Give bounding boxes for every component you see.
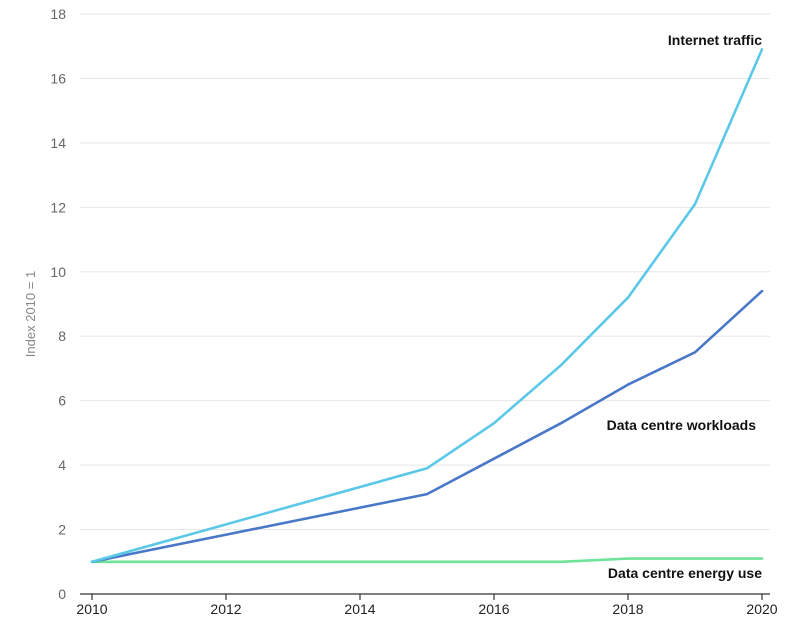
y-axis-title: Index 2010 = 1 [23,271,38,357]
x-tick-label: 2012 [210,601,241,617]
series-label-2: Data centre energy use [608,565,762,581]
y-axis-ticks: 0 2 4 6 8 10 12 14 16 18 [50,6,66,602]
x-axis-ticks: 2010 2012 2014 2016 2018 2020 [76,594,778,617]
y-tick-label: 6 [58,393,66,409]
series-label-0: Internet traffic [668,32,762,48]
y-tick-label: 12 [50,199,66,215]
x-tick-label: 2018 [612,601,643,617]
y-tick-label: 8 [58,328,66,344]
series-line-0 [90,48,764,564]
gridlines [80,13,770,531]
y-tick-label: 0 [58,586,66,602]
y-tick-label: 16 [50,70,66,86]
y-tick-label: 14 [50,135,66,151]
series-line-2 [90,557,764,564]
series-line-1 [90,289,764,564]
x-tick-label: 2020 [746,601,777,617]
x-tick-label: 2014 [344,601,375,617]
series-label-1: Data centre workloads [607,417,757,433]
y-tick-label: 4 [58,457,66,473]
y-tick-label: 2 [58,522,66,538]
y-tick-label: 18 [50,6,66,22]
x-tick-label: 2010 [76,601,107,617]
series-lines [90,48,764,564]
series-labels: Internet traffic Data centre workloads Dat… [607,32,763,581]
x-tick-label: 2016 [478,601,509,617]
y-tick-label: 10 [50,264,66,280]
